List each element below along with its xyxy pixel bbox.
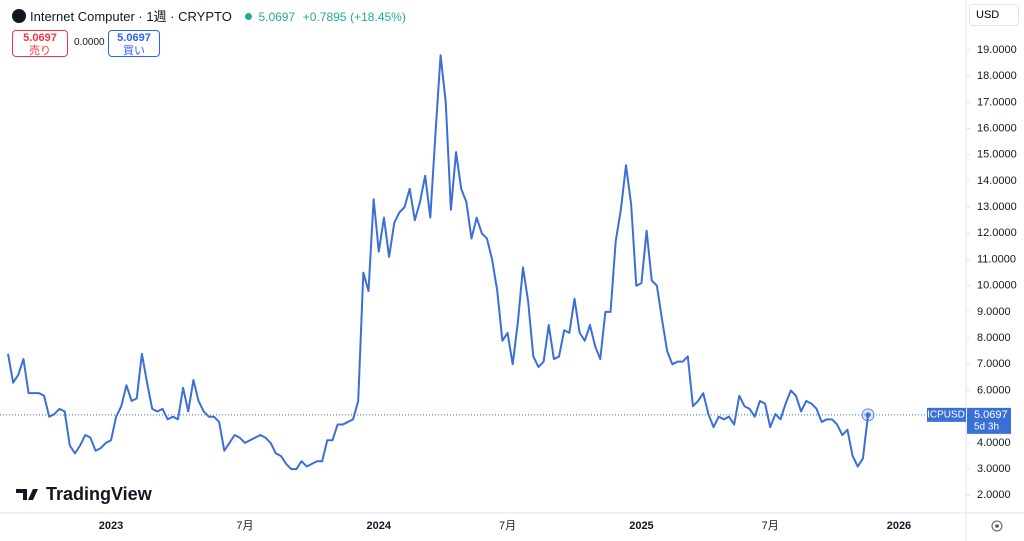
y-tick-label: 11.0000 [977,253,1016,265]
symbol-name[interactable]: Internet Computer · 1週 · CRYPTO [30,9,232,24]
price-tag-text: 5.0697 [974,409,1008,421]
symbol-header: Internet Computer · 1週 · CRYPTO 5.0697 +… [12,6,406,25]
last-price: 5.0697 [258,10,296,24]
settings-icon-dot [995,524,999,528]
y-tick-label: 14.0000 [977,175,1017,187]
y-tick-label: 2.0000 [977,489,1011,501]
y-tick-label: 15.0000 [977,149,1017,161]
buy-button[interactable]: 5.0697 買い [108,30,160,57]
y-tick-label: 17.0000 [977,96,1017,108]
x-tick-label: 7月 [499,520,516,532]
symbol-icon [12,9,26,23]
x-tick-label: 2024 [367,520,392,532]
settings-icon[interactable] [991,520,1003,532]
y-tick-label: 8.0000 [977,332,1011,344]
y-tick-label: 6.0000 [977,384,1011,396]
last-price-dot [865,412,871,418]
x-tick-label: 7月 [236,520,253,532]
countdown-text: 5d 3h [974,422,999,433]
y-tick-label: 19.0000 [977,44,1017,56]
symbol-tag [927,407,966,422]
market-status [245,13,253,20]
y-tick-label: 7.0000 [977,358,1011,370]
spread: 0.0000 [74,37,105,48]
sell-price: 5.0697 [23,32,57,44]
y-tick-label: 12.0000 [977,227,1017,239]
x-tick-label: 7月 [762,520,779,532]
y-tick-label: 13.0000 [977,201,1017,213]
watermark-text: TradingView [46,484,153,504]
price-tag [967,407,1011,434]
y-tick-label: 4.0000 [977,437,1011,449]
x-tick-label: 2025 [629,520,653,532]
x-tick-label: 2026 [887,520,911,532]
logo-mark [16,489,38,500]
y-tick-label: 16.0000 [977,122,1017,134]
change-pct: (+18.45%) [350,10,406,24]
sell-label: 売り [29,45,51,57]
change: +0.7895 [302,10,347,24]
symbol-tag-text: ICPUSD [927,410,965,421]
y-tick-label: 9.0000 [977,306,1011,318]
sell-button[interactable]: 5.0697 売り [12,30,68,57]
buy-price: 5.0697 [117,32,151,44]
buy-label: 買い [123,45,145,57]
price-line [7,54,870,471]
y-tick-label: 3.0000 [977,463,1011,475]
y-tick-label: 18.0000 [977,70,1017,82]
x-tick-label: 2023 [99,520,123,532]
currency-select[interactable]: USD [969,4,1019,26]
watermark-logo: TradingView [16,484,153,504]
y-tick-label: 10.0000 [977,280,1017,292]
